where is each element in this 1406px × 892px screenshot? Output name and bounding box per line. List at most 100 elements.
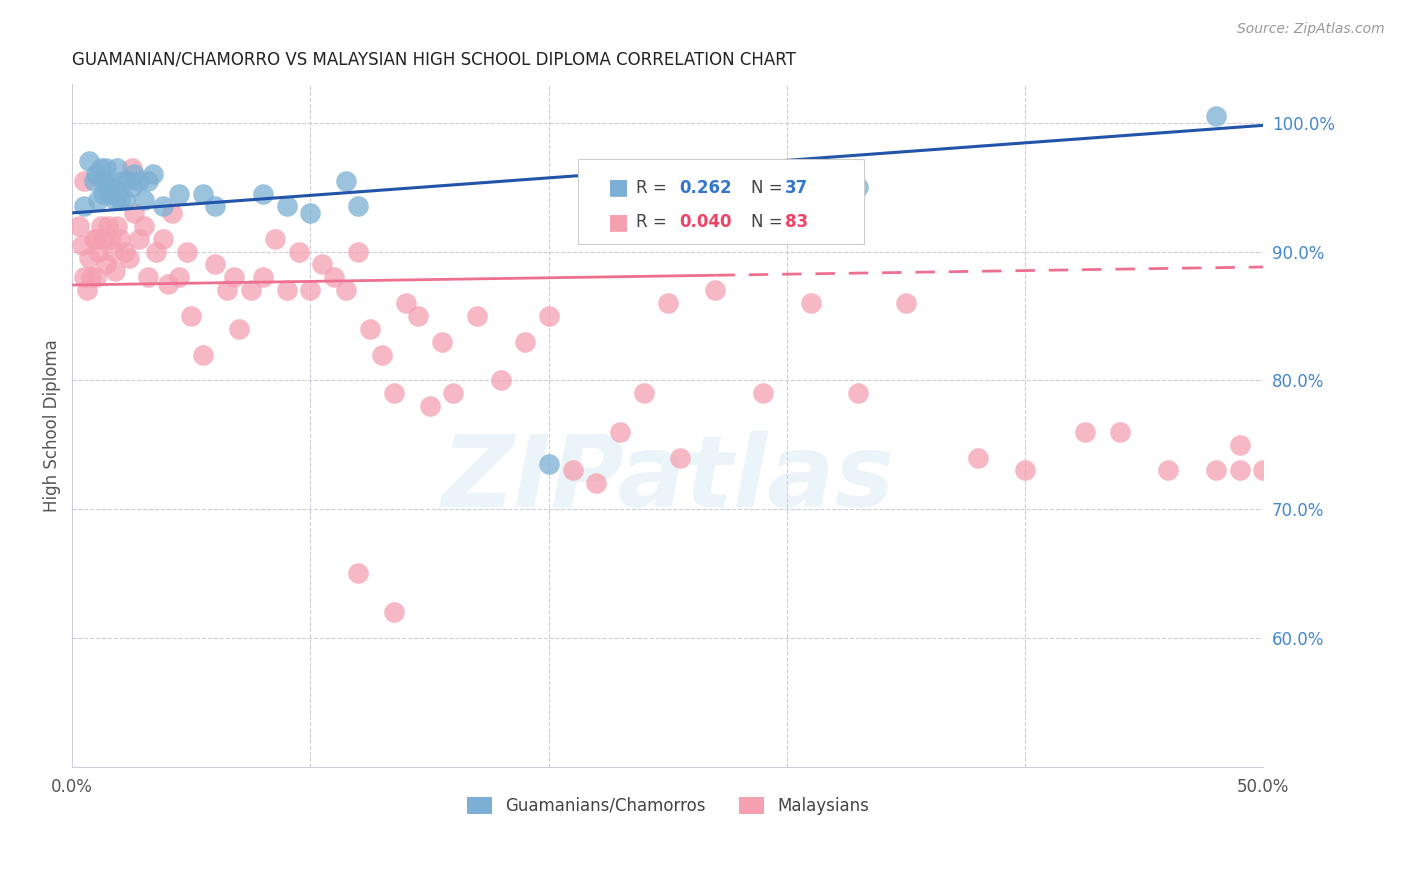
Point [132,219,155,233]
Legend: Guamanians/Chamorros, Malaysians: Guamanians/Chamorros, Malaysians [458,789,877,823]
Point [91,174,114,188]
Point [108,232,131,246]
Point [87,193,110,207]
Point [406,309,429,323]
Point [1253,463,1275,477]
Text: 83: 83 [785,213,807,231]
Point [77,251,100,265]
Point [752,386,775,401]
Point [176,244,198,259]
Point [252,270,274,285]
Point [894,296,917,310]
Point [138,270,160,285]
Point [114,193,136,207]
Point [228,322,250,336]
Text: N =: N = [751,178,789,196]
Point [252,186,274,201]
Point [108,193,131,207]
Point [180,309,202,323]
Point [371,347,394,361]
Point [848,386,870,401]
Point [104,193,127,207]
Point [87,244,110,259]
Point [169,186,191,201]
Point [537,457,560,471]
Point [217,283,239,297]
Point [276,283,298,297]
Point [1229,463,1251,477]
Point [77,154,100,169]
Point [561,463,583,477]
Point [728,206,751,220]
Point [441,386,464,401]
Point [83,174,105,188]
Point [101,180,124,194]
Point [121,161,143,175]
Point [67,219,90,233]
Text: N =: N = [751,213,789,231]
Point [347,199,370,213]
Point [83,232,105,246]
Point [668,450,690,465]
Point [98,232,121,246]
Text: R =: R = [636,213,672,231]
Point [224,270,246,285]
Y-axis label: High School Diploma: High School Diploma [44,339,60,512]
Point [311,257,333,271]
Point [84,167,107,181]
Point [104,264,127,278]
Point [1205,109,1227,123]
Point [299,206,322,220]
Point [90,161,112,175]
Point [122,167,145,181]
Point [169,270,191,285]
Point [537,309,560,323]
Text: ■: ■ [609,178,630,197]
Point [513,334,536,349]
Point [1157,463,1180,477]
Point [115,174,138,188]
Point [91,232,114,246]
Text: Source: ZipAtlas.com: Source: ZipAtlas.com [1237,22,1385,37]
Point [1014,463,1036,477]
Point [122,206,145,220]
Point [335,174,357,188]
Point [1205,463,1227,477]
Point [73,174,96,188]
Point [1229,437,1251,451]
Point [382,386,405,401]
Point [142,167,165,181]
Point [204,199,226,213]
Point [128,232,150,246]
Point [287,244,309,259]
Point [94,161,117,175]
Text: ZIPatlas: ZIPatlas [441,432,894,528]
Point [347,566,370,581]
Point [145,244,167,259]
Point [138,174,160,188]
Point [633,386,655,401]
Point [101,244,124,259]
Point [121,180,143,194]
Point [152,199,174,213]
Point [966,450,988,465]
Point [114,244,136,259]
Text: R =: R = [636,178,672,196]
Point [97,180,120,194]
Point [76,283,98,297]
Point [98,186,121,201]
Point [299,283,322,297]
Text: GUAMANIAN/CHAMORRO VS MALAYSIAN HIGH SCHOOL DIPLOMA CORRELATION CHART: GUAMANIAN/CHAMORRO VS MALAYSIAN HIGH SCH… [72,51,796,69]
Point [800,296,823,310]
Text: 0.040: 0.040 [679,213,733,231]
Point [118,251,141,265]
Point [156,277,179,291]
Point [323,270,346,285]
Point [193,347,215,361]
Point [489,373,512,387]
Text: 0.262: 0.262 [679,178,733,196]
Point [704,283,727,297]
Point [94,257,117,271]
Point [263,232,285,246]
Point [1074,425,1097,439]
